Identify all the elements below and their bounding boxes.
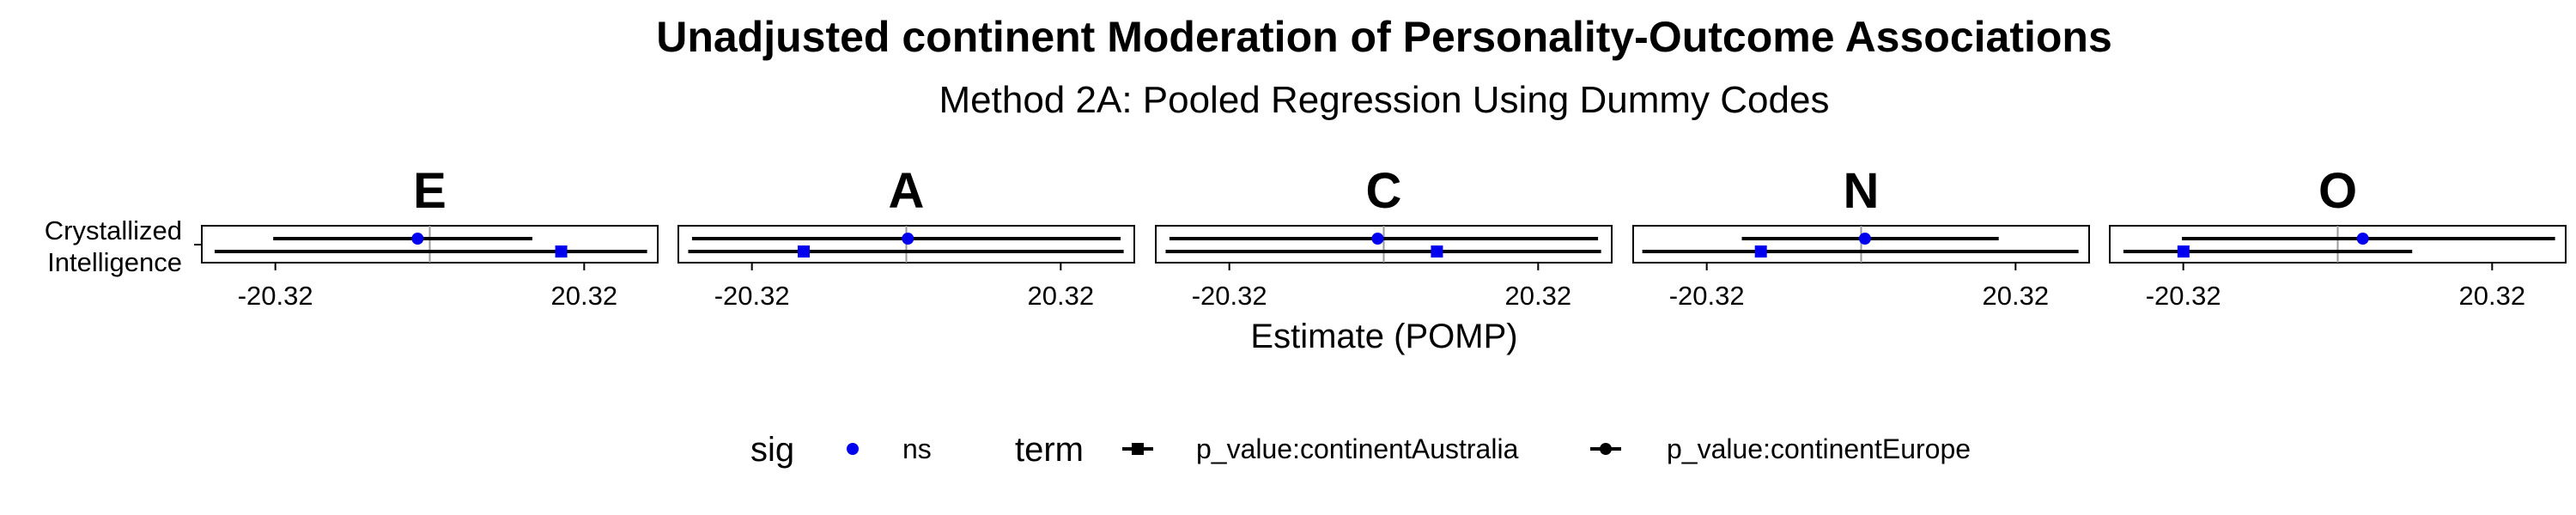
- facet-label-c: C: [1366, 163, 1402, 219]
- chart-subtitle: Method 2A: Pooled Regression Using Dummy…: [939, 79, 1830, 121]
- y-category-label-line2: Intelligence: [47, 247, 182, 277]
- x-tick-label-o-1: 20.32: [2459, 281, 2526, 311]
- estimate-point-europe-o: [2356, 233, 2369, 245]
- legend-term-europe-key-circle: [1600, 443, 1612, 455]
- estimate-point-europe-e: [411, 233, 424, 245]
- facet-label-e: E: [413, 163, 447, 219]
- x-tick-label-o-0: -20.32: [2146, 281, 2221, 311]
- x-tick-label-c-0: -20.32: [1192, 281, 1267, 311]
- legend-sig-ns-key: [847, 443, 859, 455]
- y-category-label-line1: Crystallized: [45, 215, 182, 245]
- x-tick-label-a-0: -20.32: [714, 281, 790, 311]
- legend-sig-title: sig: [750, 431, 794, 469]
- legend-term-australia-key-square: [1132, 443, 1144, 455]
- estimate-point-australia-c: [1431, 245, 1443, 258]
- estimate-point-australia-o: [2177, 245, 2190, 258]
- estimate-point-australia-a: [798, 245, 811, 258]
- facet-label-n: N: [1844, 163, 1880, 219]
- legend: sig ns term p_value:continentAustralia p…: [750, 431, 1971, 469]
- x-axis-title: Estimate (POMP): [1250, 318, 1517, 355]
- legend-term-europe-label: p_value:continentEurope: [1667, 433, 1971, 464]
- facet-label-o: O: [2318, 163, 2357, 219]
- x-tick-label-a-1: 20.32: [1028, 281, 1095, 311]
- x-tick-label-n-1: 20.32: [1983, 281, 2050, 311]
- chart-title: Unadjusted continent Moderation of Perso…: [656, 13, 2112, 61]
- estimate-point-europe-n: [1858, 233, 1871, 245]
- estimate-point-australia-e: [555, 245, 568, 258]
- estimate-point-europe-c: [1371, 233, 1384, 245]
- x-tick-label-e-0: -20.32: [238, 281, 313, 311]
- legend-term-title: term: [1015, 431, 1084, 469]
- estimate-point-europe-a: [902, 233, 914, 245]
- legend-term-australia-label: p_value:continentAustralia: [1196, 433, 1519, 464]
- x-tick-label-n-0: -20.32: [1669, 281, 1745, 311]
- facet-label-a: A: [889, 163, 925, 219]
- x-tick-label-e-1: 20.32: [551, 281, 618, 311]
- x-tick-label-c-1: 20.32: [1505, 281, 1572, 311]
- legend-sig-ns-label: ns: [902, 433, 932, 464]
- estimate-point-australia-n: [1754, 245, 1767, 258]
- facet-panels: E -20.32 20.32 A -20.32 20.32 C -20.32 20.32 N -20…: [194, 163, 2567, 311]
